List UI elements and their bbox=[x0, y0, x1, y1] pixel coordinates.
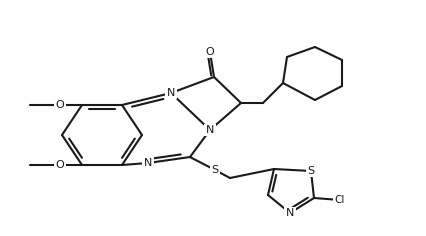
Text: O: O bbox=[55, 100, 64, 110]
Text: Cl: Cl bbox=[334, 195, 344, 205]
Text: N: N bbox=[144, 158, 152, 168]
Text: N: N bbox=[205, 125, 214, 135]
Text: O: O bbox=[205, 47, 214, 57]
Text: O: O bbox=[55, 160, 64, 170]
Text: S: S bbox=[307, 166, 314, 176]
Text: N: N bbox=[285, 208, 294, 218]
Text: S: S bbox=[211, 165, 218, 175]
Text: N: N bbox=[167, 88, 175, 98]
